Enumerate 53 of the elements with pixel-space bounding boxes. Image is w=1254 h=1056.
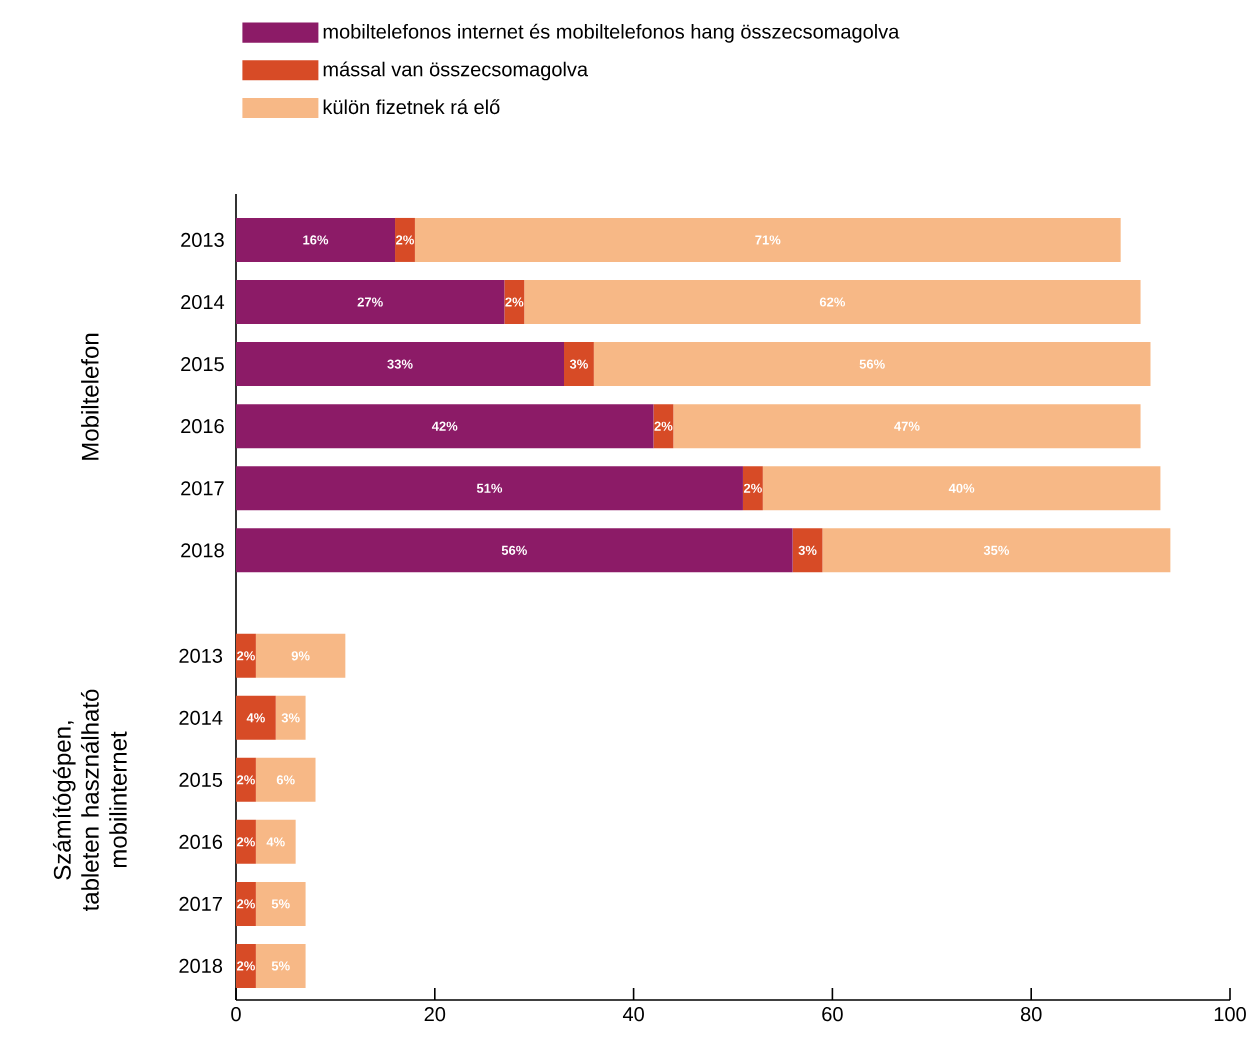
bar — [236, 528, 793, 573]
bar — [255, 819, 296, 864]
bar — [564, 342, 594, 387]
legend-label: külön fizetnek rá elő — [323, 99, 500, 115]
bar — [236, 466, 743, 511]
y-axis-title: Számítógépen, tableten használható mobilinternet — [52, 689, 127, 912]
y-tick-label: 2017 — [179, 896, 222, 911]
bar — [822, 528, 1171, 573]
bar — [593, 342, 1151, 387]
y-tick-label: 2017 — [181, 481, 224, 496]
bar — [762, 466, 1161, 511]
y-tick-label: 2016 — [179, 834, 223, 849]
bar — [255, 881, 306, 926]
bar — [236, 881, 256, 926]
bar — [414, 217, 1121, 262]
bar — [673, 404, 1141, 449]
y-axis-title: Mobiltelefon — [81, 333, 99, 460]
legend-label: mobiltelefonos internet és mobiltelefonos hang összecsomagolva — [323, 23, 900, 43]
bar — [255, 757, 316, 802]
bar — [236, 943, 256, 988]
x-tick-label: 40 — [622, 1007, 644, 1022]
bar — [524, 280, 1141, 325]
bar — [742, 466, 763, 511]
x-tick-label: 100 — [1214, 1007, 1246, 1022]
y-tick-label: 2015 — [181, 357, 224, 372]
bar — [236, 695, 276, 740]
y-tick-label: 2014 — [179, 710, 223, 725]
legend-label: mással van összecsomagolva — [323, 61, 589, 81]
x-tick-label: 20 — [424, 1007, 446, 1022]
bar — [653, 404, 674, 449]
bar — [236, 633, 256, 678]
bar — [255, 633, 346, 678]
bar — [236, 280, 505, 325]
bar — [236, 342, 565, 387]
bar — [792, 528, 823, 573]
y-tick-label: 2016 — [181, 419, 224, 434]
y-tick-label: 2013 — [181, 232, 224, 248]
bar — [395, 217, 415, 262]
y-tick-label: 2018 — [181, 543, 224, 558]
y-tick-label: 2013 — [179, 648, 223, 663]
x-tick-label: 80 — [1020, 1007, 1042, 1022]
bar — [504, 280, 525, 325]
y-tick-label: 2015 — [179, 772, 223, 787]
y-tick-label: 2018 — [179, 958, 223, 973]
x-tick-label: 60 — [822, 1007, 843, 1022]
x-tick-label: 0 — [231, 1007, 241, 1022]
bar — [236, 404, 654, 449]
bar — [275, 695, 306, 740]
y-tick-label: 2014 — [181, 294, 225, 310]
bar — [236, 217, 396, 262]
bar — [236, 819, 256, 864]
bar — [255, 943, 306, 988]
bar — [236, 757, 256, 802]
